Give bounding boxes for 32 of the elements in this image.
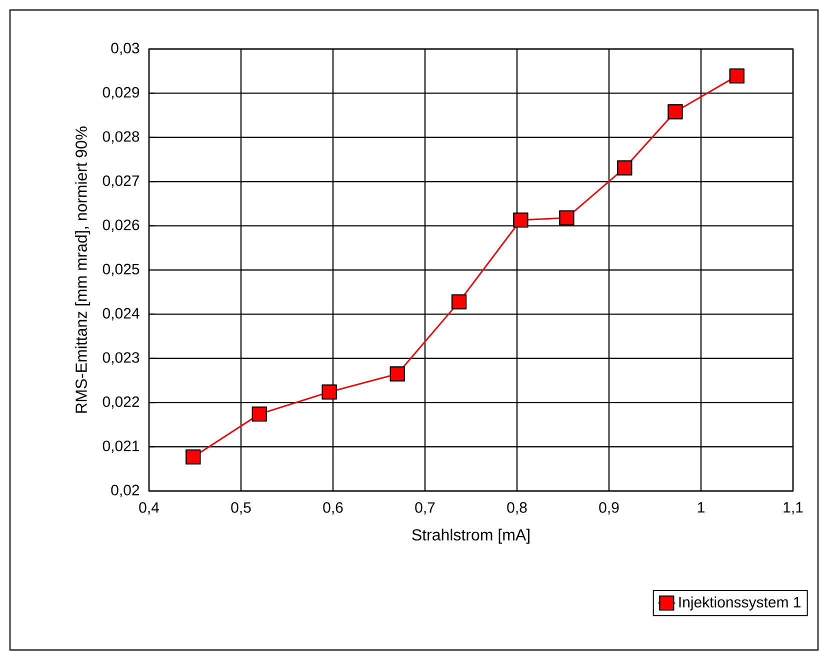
x-tick-label: 1,1 (784, 502, 803, 514)
y-tick-label: 0,024 (102, 308, 140, 320)
point (617, 160, 632, 176)
x-axis-title: Strahlstrom [mA] (412, 528, 530, 544)
y-tick-label: 0,021 (102, 440, 140, 453)
y-tick-label: 0,027 (102, 175, 140, 188)
y-tick-label: 0,022 (102, 396, 140, 409)
point (451, 294, 467, 310)
x-tick-label: 0,6 (323, 502, 343, 515)
point (668, 104, 683, 120)
x-tick-label: 1 (698, 502, 704, 513)
x-tick-label: 0,8 (507, 502, 527, 515)
point (252, 406, 268, 422)
y-tick-label: 0,03 (111, 42, 140, 56)
point (390, 366, 406, 382)
y-tick-label: 0,023 (102, 352, 140, 365)
point (729, 68, 744, 84)
y-tick-label: 0,025 (102, 264, 140, 276)
x-tick-label: 0,5 (231, 502, 251, 515)
legend-label: Injektionssystem 1 (679, 596, 801, 610)
x-tick-label: 0,7 (415, 502, 435, 515)
y-tick-label: 0,026 (102, 220, 140, 232)
point (186, 449, 201, 465)
point (559, 210, 574, 226)
point (513, 212, 528, 228)
x-tick-label: 0,9 (599, 502, 619, 515)
y-tick-label: 0,029 (102, 86, 140, 100)
y-axis-title: RMS-Emittanz [mm mrad], normiert 90% (75, 126, 90, 413)
x-tick-label: 0,4 (139, 502, 159, 515)
point (322, 384, 337, 400)
y-tick-label: 0,028 (102, 131, 140, 144)
y-tick-label: 0,02 (111, 484, 140, 498)
